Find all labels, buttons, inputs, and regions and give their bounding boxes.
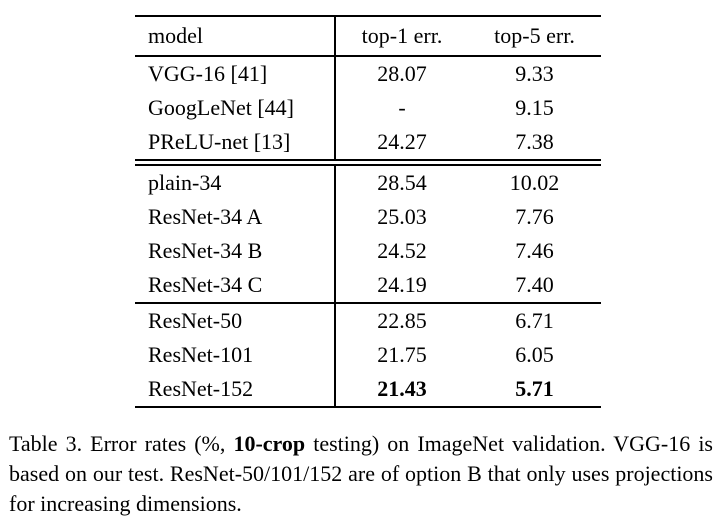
model-name: plain-34 — [148, 170, 222, 195]
top1-value: 22.85 — [334, 303, 468, 338]
model-name: ResNet-152 — [148, 376, 254, 401]
table-row: ResNet-34 C 24.19 7.40 — [135, 268, 601, 303]
header-top1-err: top-1 err. — [334, 16, 468, 56]
table-row: ResNet-50 22.85 6.71 — [135, 303, 601, 338]
caption-text-prefix: Table 3. Error rates (%, — [9, 431, 234, 456]
table-group-baselines: VGG-16 [41] 28.07 9.33 GoogLeNet [44] - … — [135, 56, 601, 163]
top5-value: 6.05 — [515, 342, 554, 367]
caption-text-suffix: testing) on ImageNet validation. VGG-16 … — [9, 431, 713, 516]
table-row: ResNet-34 B 24.52 7.46 — [135, 234, 601, 268]
top5-value: 9.15 — [515, 95, 554, 120]
top1-value: 28.07 — [334, 56, 468, 91]
table-row: GoogLeNet [44] - 9.15 — [135, 91, 601, 125]
model-name: VGG-16 [41] — [148, 61, 268, 86]
table-header-row: model top-1 err. top-5 err. — [135, 16, 601, 56]
table-row: VGG-16 [41] 28.07 9.33 — [135, 56, 601, 91]
top1-value: 24.19 — [334, 268, 468, 303]
header-top5-err: top-5 err. — [494, 23, 575, 48]
model-name: ResNet-34 C — [148, 272, 263, 297]
top5-value: 10.02 — [509, 170, 560, 195]
top5-value: 7.46 — [515, 238, 554, 263]
model-name: ResNet-34 A — [148, 204, 263, 229]
table-row: ResNet-101 21.75 6.05 — [135, 338, 601, 372]
table-group-resnet34: plain-34 28.54 10.02 ResNet-34 A 25.03 7… — [135, 162, 601, 303]
results-table: model top-1 err. top-5 err. VGG-16 [41] … — [135, 15, 601, 408]
table-row: ResNet-34 A 25.03 7.76 — [135, 200, 601, 234]
top1-value: 24.27 — [334, 125, 468, 163]
top5-value: 9.33 — [515, 61, 554, 86]
model-name: ResNet-101 — [148, 342, 254, 367]
top5-value: 6.71 — [515, 308, 554, 333]
top5-value: 7.40 — [515, 272, 554, 297]
model-name: GoogLeNet [44] — [148, 95, 295, 120]
top5-value: 7.76 — [515, 204, 554, 229]
top5-value-best: 5.71 — [515, 376, 554, 401]
top1-value: 21.75 — [334, 338, 468, 372]
top1-value-best: 21.43 — [334, 372, 468, 407]
top5-value: 7.38 — [515, 129, 554, 154]
top1-value: 24.52 — [334, 234, 468, 268]
header-model: model — [148, 23, 203, 48]
top1-value: 25.03 — [334, 200, 468, 234]
table-caption: Table 3. Error rates (%, 10-crop testing… — [9, 429, 713, 519]
table-row: plain-34 28.54 10.02 — [135, 162, 601, 200]
table-row: ResNet-152 21.43 5.71 — [135, 372, 601, 407]
caption-bold-10-crop: 10-crop — [233, 431, 306, 456]
model-name: PReLU-net [13] — [148, 129, 291, 154]
table-group-resnet-deep: ResNet-50 22.85 6.71 ResNet-101 21.75 6.… — [135, 303, 601, 407]
top1-value: 28.54 — [334, 162, 468, 200]
model-name: ResNet-50 — [148, 308, 243, 333]
top1-value: - — [334, 91, 468, 125]
table-row: PReLU-net [13] 24.27 7.38 — [135, 125, 601, 163]
model-name: ResNet-34 B — [148, 238, 263, 263]
